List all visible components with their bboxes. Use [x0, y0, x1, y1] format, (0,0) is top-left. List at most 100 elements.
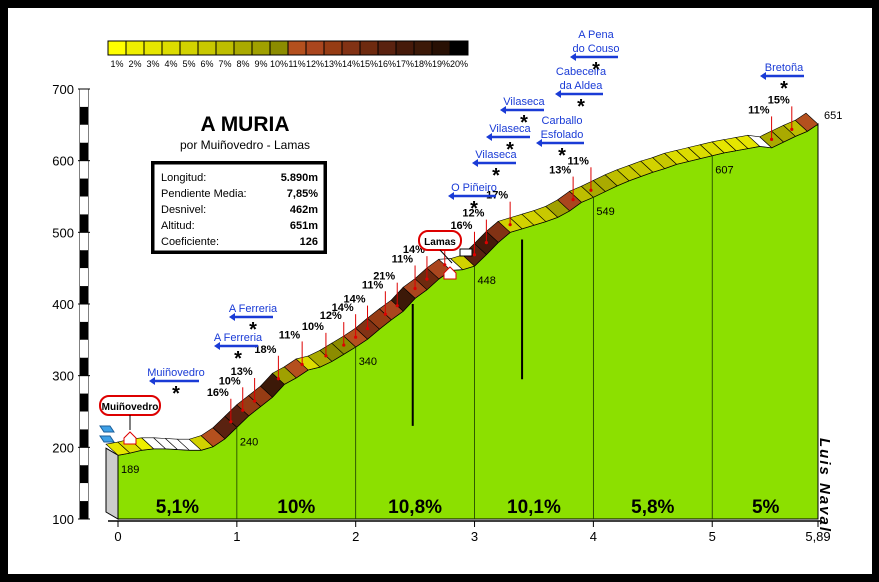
y-axis-band — [80, 429, 88, 448]
place-sign-arrow — [472, 159, 478, 167]
legend-label: 11% — [288, 59, 305, 69]
legend-label: 15% — [360, 59, 378, 69]
legend-label: 4% — [164, 59, 177, 69]
legend-swatch — [449, 40, 469, 56]
y-axis-band — [80, 232, 88, 251]
altitude-label: 448 — [478, 275, 496, 287]
place-star: * — [234, 348, 242, 370]
y-axis-band — [80, 178, 88, 197]
x-tick-label: 3 — [471, 529, 478, 544]
x-tick-label: 1 — [233, 529, 240, 544]
y-axis-band — [80, 106, 88, 125]
gradient-dot — [443, 263, 447, 267]
y-axis-band — [80, 89, 88, 107]
gradient-dot — [571, 198, 575, 202]
stat-value: 5.890m — [281, 172, 319, 184]
legend-swatch — [161, 40, 181, 56]
place-star: * — [558, 145, 566, 167]
gradient-labels: 16%10%13%18%11%10%12%14%14%11%21%11%14%1… — [207, 94, 794, 424]
y-tick-label: 200 — [52, 440, 74, 455]
place-star: * — [520, 112, 528, 134]
y-axis: 100 200 300 400 500 600 700 — [52, 82, 90, 527]
altitude-label: 607 — [715, 165, 733, 177]
gradient-dot — [508, 223, 512, 227]
legend-label: 3% — [146, 59, 159, 69]
x-tick-label: 5,89 — [805, 529, 830, 544]
profile-side-face — [105, 447, 119, 520]
y-axis-band — [80, 357, 88, 376]
place-sign-label: A Ferreria — [229, 303, 278, 315]
legend-label: 18% — [414, 59, 432, 69]
altitude-label: 549 — [596, 206, 614, 218]
fountain-icon — [459, 248, 473, 257]
gradient-label: 21% — [373, 271, 395, 283]
y-tick-label: 600 — [52, 154, 74, 169]
stat-label: Coeficiente: — [161, 236, 219, 248]
place-sign-label: Vilaseca — [503, 96, 545, 108]
chart-subtitle: por Muiñovedro - Lamas — [180, 138, 310, 152]
km-average-label: 10,1% — [507, 497, 561, 518]
place-star: * — [577, 96, 585, 118]
stat-label: Desnivel: — [161, 204, 206, 216]
legend-swatch — [107, 40, 127, 56]
y-axis-band — [80, 214, 88, 233]
legend-swatch — [341, 40, 361, 56]
place-sign-label: Cabeceira — [556, 66, 607, 78]
x-axis: 0 1 2 3 4 5 5,89 — [108, 520, 831, 544]
legend-swatch — [377, 40, 397, 56]
author-signature: Luis Naval — [816, 438, 833, 533]
gradient-label: 13% — [549, 165, 571, 177]
legend-label: 7% — [218, 59, 231, 69]
legend-swatch — [413, 40, 433, 56]
legend-swatch — [179, 40, 199, 56]
place-sign-arrow — [555, 90, 561, 98]
y-axis-band — [80, 286, 88, 304]
legend-swatch — [251, 40, 271, 56]
y-axis-band — [80, 393, 88, 412]
place-sign-arrow — [229, 313, 235, 321]
y-axis-band — [80, 142, 88, 161]
altitude-label: 189 — [121, 464, 139, 476]
gradient-label: 11% — [568, 155, 590, 167]
y-axis-band — [80, 501, 88, 519]
y-axis-band — [80, 160, 88, 179]
stats-box-inner — [153, 163, 325, 252]
legend-swatch — [269, 40, 289, 56]
place-sign-arrow — [149, 377, 155, 385]
gradient-label: 11% — [279, 329, 301, 341]
place-sign-arrow — [570, 53, 576, 61]
road-segment — [794, 112, 819, 132]
y-axis-band — [80, 447, 88, 466]
altitude-label: 340 — [359, 356, 377, 368]
km-dividers — [236, 155, 713, 519]
gradient-label: 15% — [768, 94, 790, 106]
y-axis-band — [80, 250, 88, 269]
gradient-dot — [241, 408, 245, 412]
gradient-dot — [229, 420, 233, 424]
gradient-dot — [276, 377, 280, 381]
title-block: A MURIA por Muiñovedro - Lamas — [180, 113, 310, 152]
gradient-label: 16% — [207, 387, 229, 399]
legend-label: 1% — [110, 59, 123, 69]
gradient-label: 17% — [486, 190, 508, 202]
legend-swatch — [125, 40, 145, 56]
gradient-label: 12% — [320, 310, 342, 322]
place-star: * — [592, 59, 600, 81]
y-tick-label: 300 — [52, 369, 74, 384]
stat-label: Pendiente Media: — [161, 188, 247, 200]
stat-value: 7,85% — [287, 188, 318, 200]
place-sign-arrow — [760, 72, 766, 80]
legend-label: 8% — [236, 59, 249, 69]
stats-box: Longitud: 5.890m Pendiente Media: 7,85% Desn… — [151, 161, 327, 254]
place-sign-label: O Piñeiro — [451, 182, 497, 194]
place-sign-label: da Aldea — [560, 80, 604, 92]
legend-swatch — [359, 40, 379, 56]
legend-label: 5% — [182, 59, 195, 69]
place-star: * — [470, 198, 478, 220]
gradient-label: 14% — [332, 302, 354, 314]
legend-label: 20% — [450, 59, 468, 69]
gradient-label: 14% — [343, 294, 365, 306]
x-tick-label: 4 — [590, 529, 597, 544]
km-average-label: 5,8% — [631, 497, 674, 518]
legend-swatch — [233, 40, 253, 56]
